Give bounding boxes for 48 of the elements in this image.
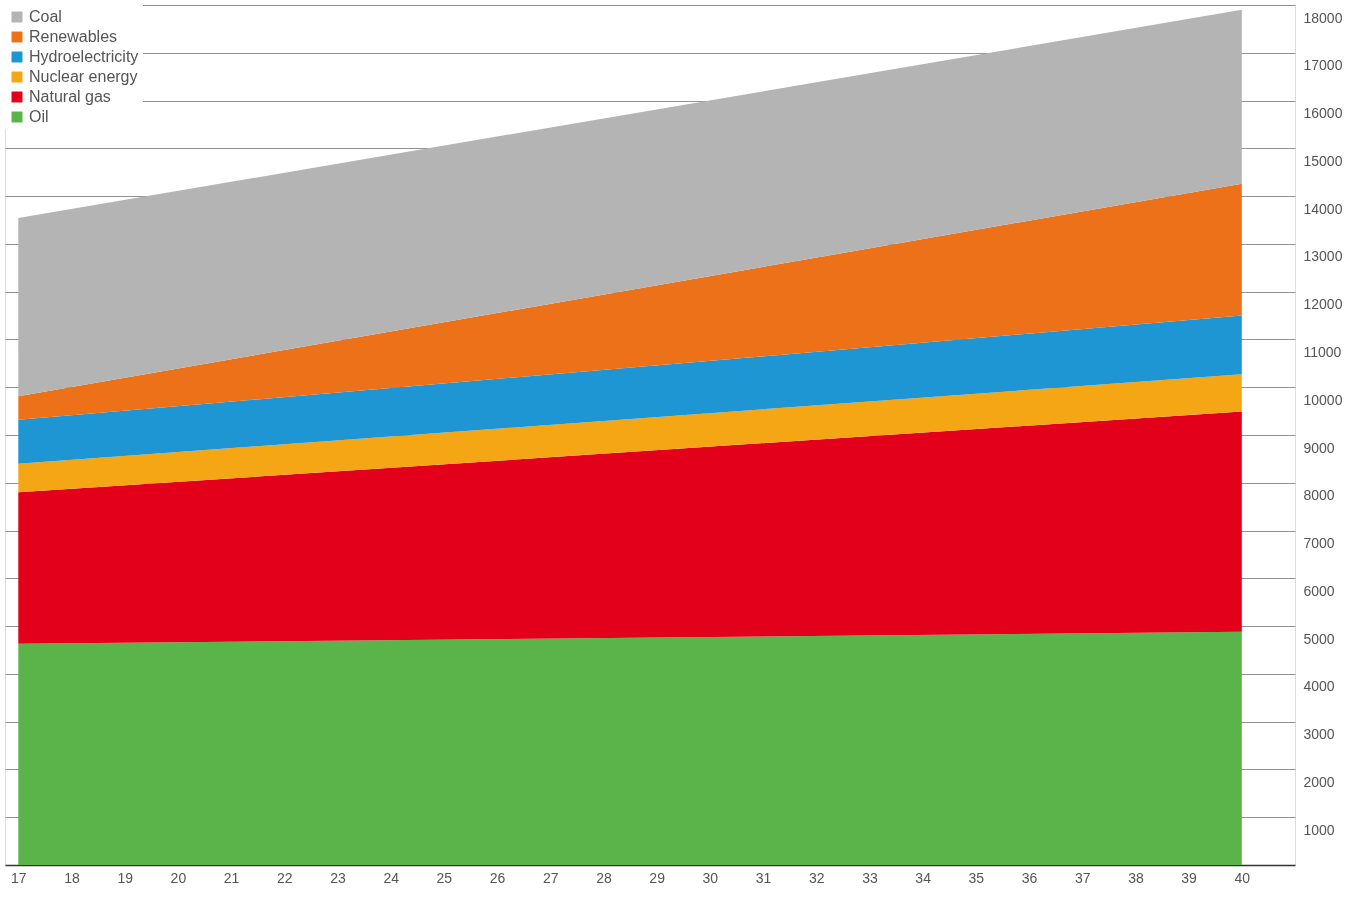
- y-tick-label: 9000: [1303, 439, 1335, 456]
- x-tick-label: 36: [1021, 869, 1038, 886]
- x-tick-label: 18: [64, 869, 80, 886]
- x-tick-label: 35: [968, 869, 985, 886]
- x-tick-label: 31: [755, 869, 772, 886]
- y-tick-label: 7000: [1303, 535, 1335, 552]
- y-tick-label: 2000: [1303, 773, 1335, 790]
- x-tick-label: 26: [489, 869, 506, 886]
- x-tick-label: 23: [330, 869, 346, 886]
- y-tick-label: 12000: [1303, 296, 1343, 313]
- y-tick-label: 16000: [1303, 105, 1343, 122]
- y-tick-label: 1000: [1303, 821, 1335, 838]
- y-tick-label: 5000: [1303, 630, 1335, 647]
- y-tick-label: 6000: [1303, 582, 1335, 599]
- x-tick-label: 17: [11, 869, 27, 886]
- legend-label: Renewables: [29, 28, 118, 45]
- y-tick-label: 10000: [1303, 391, 1343, 408]
- legend-label: Natural gas: [29, 88, 111, 105]
- y-tick-label: 14000: [1303, 200, 1343, 217]
- legend-label: Nuclear energy: [29, 68, 138, 85]
- legend-label: Oil: [29, 108, 49, 125]
- legend-label: Hydroelectricity: [29, 48, 139, 65]
- x-tick-label: 34: [915, 869, 932, 886]
- y-tick-label: 4000: [1303, 678, 1335, 695]
- x-tick-label: 22: [276, 869, 293, 886]
- x-tick-label: 40: [1234, 869, 1251, 886]
- y-tick-label: 13000: [1303, 248, 1343, 265]
- x-tick-label: 39: [1181, 869, 1198, 886]
- y-tick-label: 3000: [1303, 726, 1335, 743]
- y-tick-label: 11000: [1303, 343, 1342, 360]
- y-tick-label: 8000: [1303, 487, 1335, 504]
- x-tick-label: 25: [436, 869, 453, 886]
- x-tick-label: 28: [596, 869, 612, 886]
- y-tick-label: 18000: [1303, 9, 1343, 26]
- x-tick-label: 27: [542, 869, 559, 886]
- y-tick-label: 17000: [1303, 57, 1343, 74]
- y-tick-label: 15000: [1303, 152, 1343, 169]
- x-tick-label: 30: [702, 869, 719, 886]
- x-tick-label: 29: [649, 869, 666, 886]
- legend-label: Coal: [29, 8, 62, 25]
- x-tick-label: 19: [117, 869, 134, 886]
- x-tick-label: 38: [1128, 869, 1144, 886]
- x-tick-label: 21: [223, 869, 240, 886]
- x-tick-label: 33: [862, 869, 878, 886]
- x-tick-label: 20: [170, 869, 187, 886]
- x-tick-label: 37: [1074, 869, 1091, 886]
- x-tick-label: 24: [383, 869, 400, 886]
- x-tick-label: 32: [808, 869, 825, 886]
